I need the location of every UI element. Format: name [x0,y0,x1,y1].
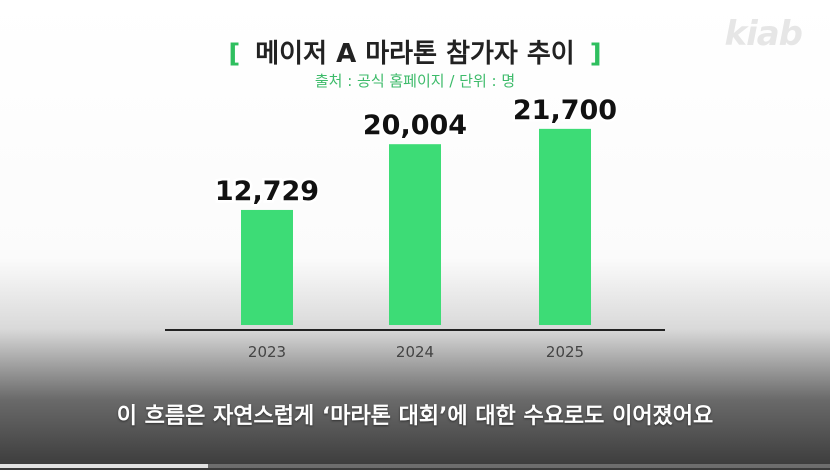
value-label-2025: 21,700 [513,95,617,126]
x-tick-label-2024: 2024 [396,343,434,361]
video-progress-fill [0,464,208,468]
x-tick-label-2023: 2023 [248,343,286,361]
kiab-logo: kiab [724,14,803,54]
video-subtitle: 이 흐름은 자연스럽게 ‘마라톤 대회’에 대한 수요로도 이어졌어요 [116,404,714,429]
title-bracket-open: [ [228,39,241,69]
value-label-2023: 12,729 [215,176,319,207]
chart-source: 출처 : 공식 홈페이지 / 단위 : 명 [314,72,516,90]
bar-2024 [389,144,441,325]
title-bracket-close: ] [589,39,602,69]
bar-2023 [241,209,293,325]
value-label-2024: 20,004 [363,110,467,141]
video-progress-bar[interactable] [0,464,830,468]
chart-title: 메이저 A 마라톤 참가자 추이 [255,39,575,69]
bar-2025 [539,128,591,325]
x-tick-label-2025: 2025 [546,343,584,361]
chart-title-wrapper: [ 메이저 A 마라톤 참가자 추이 ] [0,33,830,70]
